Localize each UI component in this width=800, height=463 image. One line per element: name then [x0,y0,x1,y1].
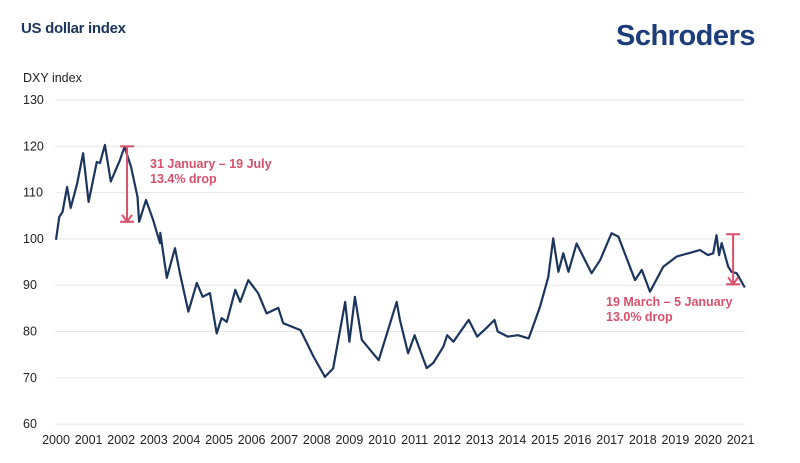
x-tick-label: 2019 [661,433,689,447]
x-tick-label: 2007 [270,433,298,447]
x-tick-label: 2017 [596,433,624,447]
x-tick-label: 2005 [205,433,233,447]
annotation-label: 13.0% drop [606,310,673,324]
y-tick-label: 80 [23,325,37,339]
y-tick-label: 60 [23,417,37,431]
x-tick-label: 2001 [75,433,103,447]
y-tick-label: 70 [23,371,37,385]
y-tick-label: 90 [23,278,37,292]
y-tick-label: 130 [23,93,44,107]
y-tick-label: 120 [23,139,44,153]
x-tick-label: 2020 [694,433,722,447]
x-tick-label: 2012 [433,433,461,447]
annotation-label: 19 March – 5 January [606,295,733,309]
x-tick-label: 2018 [629,433,657,447]
x-tick-label: 2010 [368,433,396,447]
x-tick-label: 2002 [107,433,135,447]
dxy-line [54,143,746,378]
schroders-logo: Schroders [616,20,755,52]
y-axis-label: DXY index [23,71,83,85]
chart-title: US dollar index [21,20,126,37]
x-tick-label: 2000 [42,433,70,447]
x-tick-label: 2014 [498,433,526,447]
x-tick-label: 2021 [727,433,755,447]
x-tick-label: 2009 [335,433,363,447]
arrow-down-icon [121,214,133,224]
y-tick-label: 100 [23,232,44,246]
arrow-down-icon [727,276,739,286]
x-tick-label: 2008 [303,433,331,447]
annotation-label: 13.4% drop [150,172,217,186]
x-tick-label: 2004 [172,433,200,447]
x-tick-label: 2011 [401,433,428,447]
x-tick-label: 2006 [238,433,266,447]
y-tick-label: 110 [23,186,43,200]
x-tick-label: 2016 [564,433,592,447]
annotation-label: 31 January – 19 July [150,157,272,171]
x-tick-label: 2003 [140,433,168,447]
x-tick-label: 2013 [466,433,494,447]
x-tick-label: 2015 [531,433,559,447]
